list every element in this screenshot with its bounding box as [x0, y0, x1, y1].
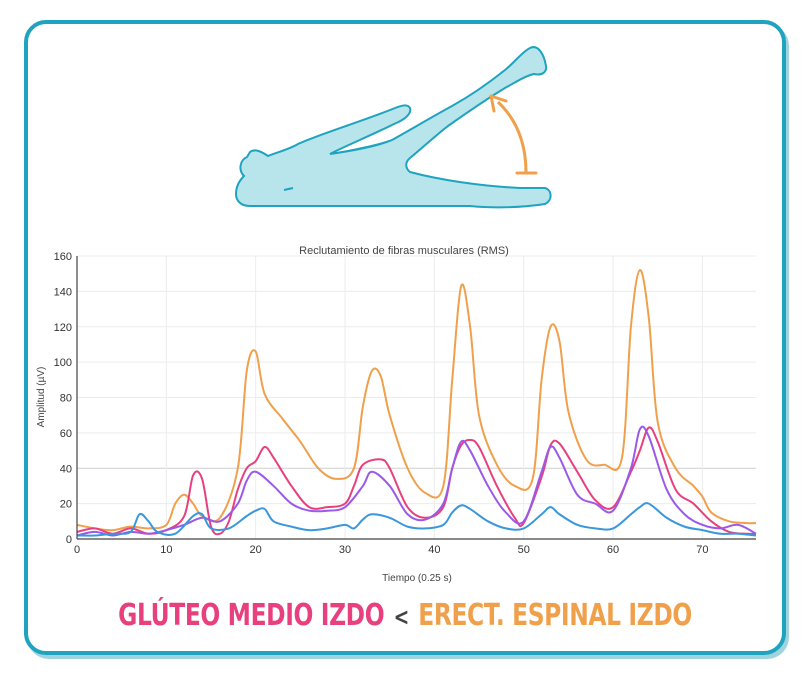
y-tick-label: 20	[60, 499, 72, 511]
y-axis-label: Amplitud (µV)	[36, 367, 47, 428]
x-tick-label: 70	[696, 544, 708, 556]
body-silhouette	[234, 46, 552, 209]
series-line-3	[76, 425, 757, 537]
arrow-head-icon	[489, 94, 508, 113]
x-tick-label: 50	[518, 544, 530, 556]
content-card	[24, 20, 786, 655]
emg-rms-chart: 0 20 40 60 80 100 120 140 160 0 10 20 30 40 50 60 70 Rec…	[36, 245, 757, 584]
y-tick-label: 40	[60, 463, 72, 475]
y-tick-label: 100	[54, 357, 72, 369]
arm-detail	[329, 139, 393, 155]
motion-arrow-icon	[496, 100, 528, 174]
caption-comparator: <	[393, 603, 410, 631]
x-tick-label: 40	[428, 544, 440, 556]
caption-left-muscle: GLÚTEO MEDIO IZDO	[118, 598, 385, 633]
chart-axes: 0 20 40 60 80 100 120 140 160 0 10 20 30 40 50 60 70	[54, 251, 756, 556]
series-line-2	[76, 426, 757, 536]
x-tick-label: 10	[160, 544, 172, 556]
y-tick-label: 160	[54, 251, 72, 263]
y-tick-label: 120	[54, 322, 72, 334]
caption-right-muscle: ERECT. ESPINAL IZDO	[418, 598, 692, 633]
series-line-4	[76, 502, 757, 537]
x-axis-label: Tiempo (0.25 s)	[382, 573, 452, 584]
y-tick-label: 80	[60, 393, 72, 405]
eye-detail	[283, 187, 294, 191]
y-tick-label: 60	[60, 428, 72, 440]
chart-title: Reclutamiento de fibras musculares (RMS)	[299, 245, 509, 257]
y-tick-label: 140	[54, 286, 72, 298]
x-tick-label: 60	[607, 544, 619, 556]
muscle-comparison-caption: GLÚTEO MEDIO IZDO < ERECT. ESPINAL IZDO	[89, 598, 721, 633]
series-line-1	[76, 269, 757, 532]
x-tick-label: 30	[339, 544, 351, 556]
x-tick-label: 0	[74, 544, 80, 556]
chart-series	[76, 269, 757, 537]
x-tick-label: 20	[250, 544, 262, 556]
side-lying-leg-raise-icon	[234, 46, 552, 209]
y-tick-label: 0	[66, 534, 72, 546]
